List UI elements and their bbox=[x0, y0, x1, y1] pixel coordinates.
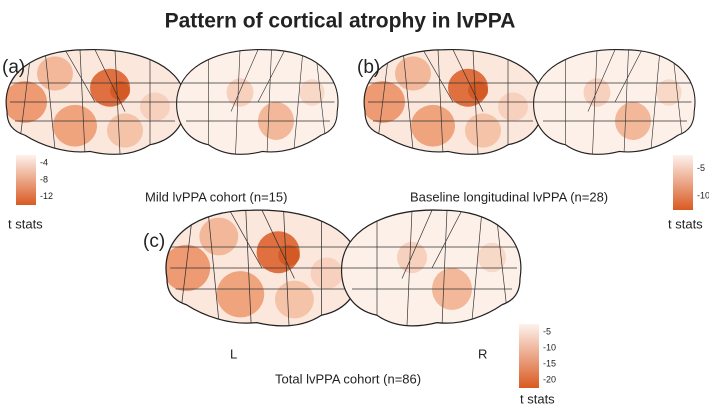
panel-label: (a) bbox=[2, 57, 25, 78]
colorbar: -4 -8 -12 t stats bbox=[8, 155, 53, 231]
colorbar-label: t stats bbox=[8, 216, 43, 231]
colorbar-gradient bbox=[673, 155, 693, 210]
hemisphere-label: R bbox=[478, 346, 487, 361]
caption: Mild lvPPA cohort (n=15) bbox=[145, 189, 287, 204]
brain-right bbox=[177, 50, 338, 155]
colorbar-tick-label: -12 bbox=[40, 191, 53, 201]
colorbar-tick-label: -5 bbox=[543, 326, 551, 336]
colorbar: -5 -10 t stats bbox=[668, 155, 709, 231]
brain-right bbox=[342, 210, 521, 326]
brain-right bbox=[534, 50, 695, 155]
colorbar-tick-label: -8 bbox=[40, 174, 48, 184]
colorbar-gradient bbox=[519, 324, 539, 388]
colorbar-tick-label: -4 bbox=[40, 158, 48, 168]
colorbar-tick-label: -10 bbox=[697, 191, 709, 201]
colorbar-label: t stats bbox=[668, 216, 703, 231]
brain-left bbox=[361, 50, 543, 155]
panel-label: (b) bbox=[357, 57, 380, 78]
colorbar-label: t stats bbox=[520, 391, 555, 406]
colorbar-tick-label: -5 bbox=[697, 163, 705, 173]
panel-label: (c) bbox=[143, 231, 165, 252]
colorbar-tick-label: -15 bbox=[543, 358, 556, 368]
caption: Baseline longitudinal lvPPA (n=28) bbox=[410, 189, 608, 204]
colorbar-tick-label: -20 bbox=[543, 374, 556, 384]
caption: Total lvPPA cohort (n=86) bbox=[275, 371, 421, 386]
brain-left bbox=[3, 50, 185, 155]
colorbar: -5 -10 -15 -20 t stats bbox=[519, 324, 556, 406]
figure-title: Pattern of cortical atrophy in lvPPA bbox=[165, 10, 516, 33]
colorbar-tick-label: -10 bbox=[543, 342, 556, 352]
colorbar-gradient bbox=[16, 155, 36, 205]
hemisphere-label: L bbox=[230, 346, 237, 361]
brain-left bbox=[163, 210, 360, 326]
